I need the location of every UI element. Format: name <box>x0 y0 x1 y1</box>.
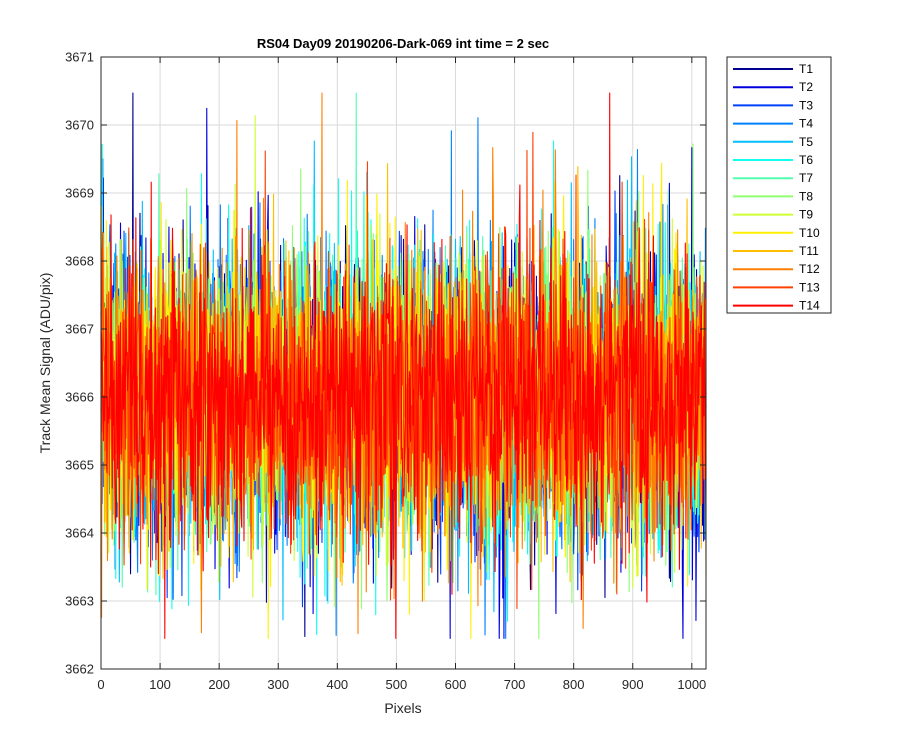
y-tick-label: 3670 <box>65 118 94 133</box>
y-tick-label: 3667 <box>65 322 94 337</box>
legend-label-t4: T4 <box>799 117 813 131</box>
legend-label-t8: T8 <box>799 189 813 203</box>
chart-title: RS04 Day09 20190206-Dark-069 int time = … <box>257 36 549 51</box>
y-tick-label: 3664 <box>65 526 94 541</box>
legend-label-t7: T7 <box>799 171 813 185</box>
legend-label-t3: T3 <box>799 98 813 112</box>
legend-label-t10: T10 <box>799 226 820 240</box>
legend-box <box>726 56 832 314</box>
y-tick-label: 3668 <box>65 254 94 269</box>
legend-label-t11: T11 <box>799 244 819 258</box>
legend-label-t12: T12 <box>799 262 820 276</box>
legend-label-t14: T14 <box>799 299 820 313</box>
x-tick-label: 100 <box>149 677 171 692</box>
x-tick-label: 900 <box>622 677 644 692</box>
legend-label-t1: T1 <box>799 62 813 76</box>
x-tick-label: 700 <box>504 677 526 692</box>
x-tick-label: 400 <box>326 677 348 692</box>
x-tick-label: 1000 <box>677 677 706 692</box>
y-tick-label: 3671 <box>65 50 94 65</box>
plot-frame <box>100 56 707 670</box>
x-axis-label: Pixels <box>384 700 421 716</box>
x-tick-label: 600 <box>445 677 467 692</box>
legend-label-t5: T5 <box>799 135 813 149</box>
x-tick-label: 0 <box>97 677 104 692</box>
legend: T1 T2 T3 T4 T5 T6 T7 T8 T9 T10 T11 T12 T13 T14 <box>726 56 832 314</box>
y-tick-label: 3663 <box>65 594 94 609</box>
series-lines <box>100 92 707 639</box>
x-tick-label: 800 <box>563 677 585 692</box>
legend-label-t9: T9 <box>799 208 813 222</box>
y-tick-label: 3665 <box>65 458 94 473</box>
y-tick-label: 3669 <box>65 186 94 201</box>
y-tick-label: 3662 <box>65 662 94 677</box>
y-tick-label: 3666 <box>65 390 94 405</box>
legend-label-t6: T6 <box>799 153 813 167</box>
y-axis-label: Track Mean Signal (ADU/pix) <box>37 273 53 454</box>
legend-label-t13: T13 <box>799 280 820 294</box>
x-tick-label: 300 <box>267 677 289 692</box>
axis-ticks: 0 100 200 300 400 500 600 700 800 900 1000 3662 3663… <box>65 50 706 693</box>
x-tick-label: 500 <box>386 677 408 692</box>
x-tick-label: 200 <box>208 677 230 692</box>
legend-label-t2: T2 <box>799 80 813 94</box>
series-line-t14 <box>100 92 707 639</box>
